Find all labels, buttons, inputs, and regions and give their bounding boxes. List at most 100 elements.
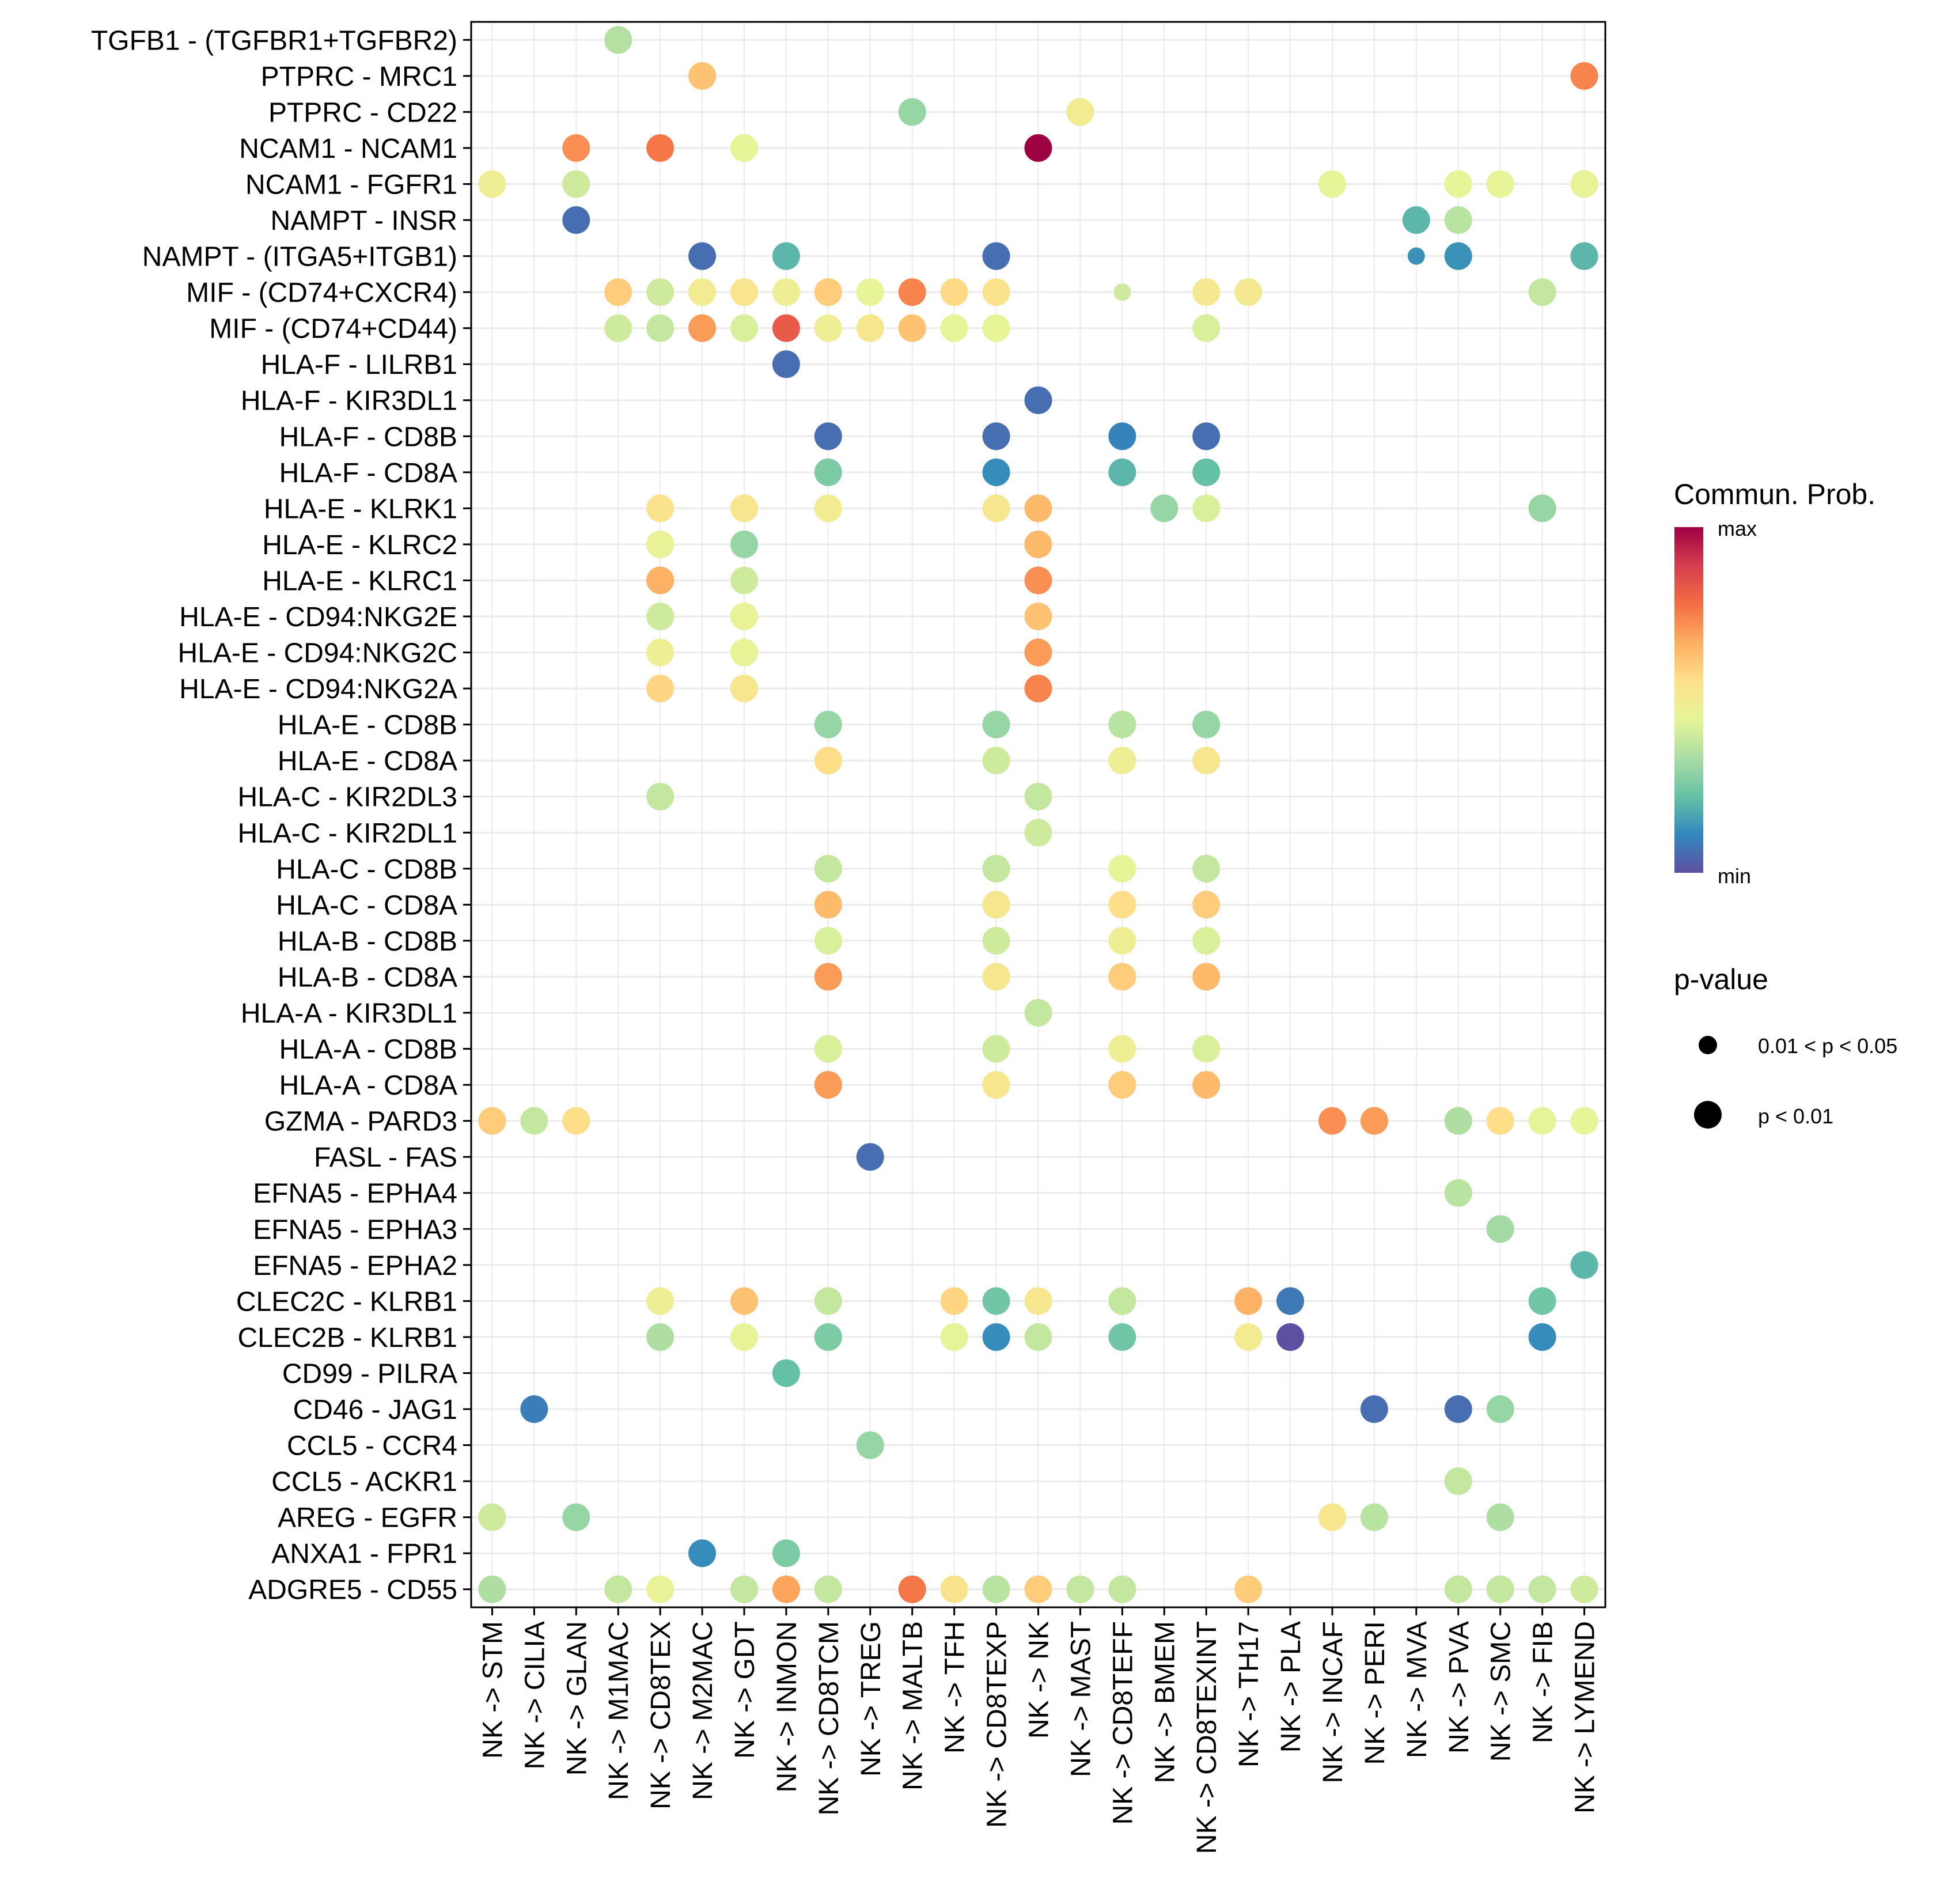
y-tick-label: TGFB1 - (TGFBR1+TGFBR2) — [91, 25, 457, 56]
data-point — [604, 314, 632, 342]
y-tick-label: HLA-E - CD94:NKG2C — [178, 638, 457, 669]
data-point — [1192, 1071, 1221, 1099]
data-point — [1528, 1287, 1556, 1315]
x-tick-label: NK -> CD8TEXP — [982, 1621, 1013, 1828]
data-point — [814, 710, 842, 739]
data-point — [982, 278, 1010, 306]
data-point — [1108, 747, 1136, 775]
y-tick-label: HLA-E - CD8A — [278, 746, 457, 777]
data-point — [1024, 638, 1052, 667]
data-point — [730, 134, 759, 162]
data-point — [1192, 278, 1221, 306]
data-point — [646, 638, 674, 667]
data-point — [1570, 1575, 1598, 1603]
colorbar-max-label: max — [1718, 517, 1757, 540]
data-point — [1234, 1323, 1263, 1351]
data-point — [898, 278, 926, 306]
data-point — [1192, 926, 1221, 955]
data-point — [562, 1503, 590, 1531]
data-point — [1024, 1287, 1052, 1315]
data-point — [1528, 1323, 1556, 1351]
x-tick-label: NK -> INMON — [772, 1621, 802, 1792]
data-point — [1570, 1107, 1598, 1135]
x-tick-label: NK -> STM — [478, 1621, 508, 1759]
data-point — [982, 747, 1010, 775]
x-tick-label: NK -> INCAF — [1318, 1621, 1348, 1783]
data-point — [772, 350, 800, 378]
data-point — [772, 1359, 800, 1387]
y-tick-label: NCAM1 - FGFR1 — [245, 169, 457, 200]
data-point — [730, 603, 759, 630]
data-point — [856, 1431, 884, 1459]
data-point — [1108, 710, 1136, 739]
data-point — [1024, 1575, 1052, 1603]
data-point — [688, 242, 717, 270]
data-point — [730, 1575, 759, 1603]
data-point — [982, 1071, 1010, 1099]
colorbar-title: Commun. Prob. — [1674, 478, 1875, 510]
data-point — [1192, 710, 1221, 739]
data-point — [982, 494, 1010, 523]
data-point — [1407, 247, 1425, 265]
data-point — [982, 1323, 1010, 1351]
data-point — [982, 242, 1010, 270]
data-point — [1113, 283, 1131, 301]
data-point — [1444, 1467, 1472, 1496]
y-tick-label: CD99 - PILRA — [282, 1358, 457, 1389]
y-tick-label: HLA-F - CD8A — [279, 458, 457, 489]
y-tick-label: HLA-F - CD8B — [279, 422, 457, 452]
data-point — [1486, 1215, 1514, 1243]
data-point — [688, 314, 717, 342]
data-point — [646, 134, 674, 162]
data-point — [982, 963, 1010, 991]
data-point — [1192, 422, 1221, 451]
data-point — [1192, 1035, 1221, 1063]
y-tick-label: PTPRC - CD22 — [268, 97, 457, 128]
data-point — [814, 1071, 842, 1099]
data-point — [1108, 1323, 1136, 1351]
x-tick-label: NK -> MALTB — [898, 1621, 929, 1791]
data-point — [646, 782, 674, 811]
x-tick-label: NK -> FIB — [1528, 1621, 1559, 1743]
data-point — [1192, 747, 1221, 775]
data-point — [1024, 134, 1052, 162]
data-point — [814, 1575, 842, 1603]
x-tick-label: NK -> GLAN — [562, 1621, 592, 1776]
data-point — [646, 314, 674, 342]
x-tick-label: NK -> CD8TCM — [814, 1621, 844, 1815]
data-point — [1486, 1107, 1514, 1135]
data-point — [982, 710, 1010, 739]
data-point — [1108, 1035, 1136, 1063]
data-point — [1108, 854, 1136, 883]
data-point — [1570, 62, 1598, 90]
data-point — [982, 458, 1010, 486]
y-tick-label: CD46 - JAG1 — [293, 1395, 457, 1425]
data-point — [688, 1539, 717, 1568]
data-point — [646, 278, 674, 306]
data-point — [814, 1323, 842, 1351]
data-point — [646, 1575, 674, 1603]
data-point — [646, 530, 674, 558]
data-point — [1108, 1287, 1136, 1315]
data-point — [1402, 206, 1430, 234]
x-tick-label: NK -> GDT — [730, 1621, 760, 1759]
colorbar — [1674, 527, 1703, 873]
data-point — [814, 854, 842, 883]
y-tick-label: PTPRC - MRC1 — [261, 62, 457, 92]
y-tick-label: HLA-E - CD8B — [278, 710, 457, 741]
data-point — [1108, 458, 1136, 486]
data-point — [1486, 170, 1514, 198]
data-point — [898, 98, 926, 126]
data-point — [856, 278, 884, 306]
data-point — [478, 1107, 506, 1135]
data-point — [478, 1503, 506, 1531]
data-point — [982, 422, 1010, 451]
y-tick-label: NAMPT - INSR — [271, 206, 457, 236]
data-point — [982, 314, 1010, 342]
y-tick-label: HLA-C - KIR2DL1 — [238, 818, 457, 849]
data-point — [814, 747, 842, 775]
x-tick-label: NK -> BMEM — [1150, 1621, 1180, 1783]
data-point — [940, 314, 968, 342]
data-point — [730, 530, 759, 558]
